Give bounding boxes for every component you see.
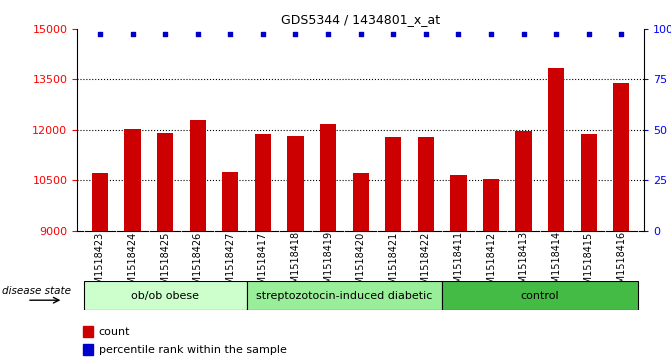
Bar xyxy=(580,134,597,231)
Point xyxy=(225,31,236,37)
Bar xyxy=(190,121,206,231)
Text: GSM1518419: GSM1518419 xyxy=(323,231,333,297)
Bar xyxy=(352,174,369,231)
Title: GDS5344 / 1434801_x_at: GDS5344 / 1434801_x_at xyxy=(281,13,440,26)
Point xyxy=(486,31,497,37)
Bar xyxy=(417,137,434,231)
Point xyxy=(518,31,529,37)
Point xyxy=(453,31,464,37)
Text: GSM1518424: GSM1518424 xyxy=(127,231,138,297)
Bar xyxy=(385,137,401,231)
Bar xyxy=(83,344,93,355)
Text: GSM1518427: GSM1518427 xyxy=(225,231,236,297)
Point xyxy=(583,31,594,37)
Bar xyxy=(442,281,637,310)
Point xyxy=(551,31,562,37)
Point xyxy=(290,31,301,37)
Point xyxy=(127,31,138,37)
Text: GSM1518417: GSM1518417 xyxy=(258,231,268,297)
Text: GSM1518415: GSM1518415 xyxy=(584,231,594,297)
Text: GSM1518425: GSM1518425 xyxy=(160,231,170,297)
Bar xyxy=(515,131,531,231)
Bar xyxy=(157,133,173,231)
Bar xyxy=(483,179,499,231)
Text: GSM1518421: GSM1518421 xyxy=(389,231,399,297)
Bar xyxy=(222,172,238,231)
Point xyxy=(356,31,366,37)
Text: ob/ob obese: ob/ob obese xyxy=(131,291,199,301)
Bar xyxy=(548,68,564,231)
Bar xyxy=(255,134,271,231)
Bar xyxy=(124,129,141,231)
Bar xyxy=(83,326,93,338)
Text: GSM1518420: GSM1518420 xyxy=(356,231,366,297)
Text: streptozotocin-induced diabetic: streptozotocin-induced diabetic xyxy=(256,291,433,301)
Text: GSM1518412: GSM1518412 xyxy=(486,231,496,297)
Point xyxy=(193,31,203,37)
Bar xyxy=(84,281,247,310)
Point xyxy=(258,31,268,37)
Point xyxy=(388,31,399,37)
Text: GSM1518414: GSM1518414 xyxy=(551,231,561,297)
Text: GSM1518411: GSM1518411 xyxy=(454,231,464,297)
Point xyxy=(323,31,333,37)
Bar xyxy=(92,173,108,231)
Text: control: control xyxy=(521,291,559,301)
Point xyxy=(160,31,170,37)
Text: GSM1518413: GSM1518413 xyxy=(519,231,529,297)
Bar xyxy=(613,83,629,231)
Text: disease state: disease state xyxy=(1,286,70,297)
Text: count: count xyxy=(99,327,130,337)
Text: GSM1518426: GSM1518426 xyxy=(193,231,203,297)
Text: GSM1518423: GSM1518423 xyxy=(95,231,105,297)
Text: GSM1518416: GSM1518416 xyxy=(617,231,626,297)
Bar xyxy=(287,136,304,231)
Text: percentile rank within the sample: percentile rank within the sample xyxy=(99,345,287,355)
Point xyxy=(616,31,627,37)
Text: GSM1518418: GSM1518418 xyxy=(291,231,301,297)
Point xyxy=(421,31,431,37)
Point xyxy=(95,31,105,37)
Bar xyxy=(247,281,442,310)
Bar xyxy=(320,124,336,231)
Text: GSM1518422: GSM1518422 xyxy=(421,231,431,297)
Bar xyxy=(450,175,466,231)
